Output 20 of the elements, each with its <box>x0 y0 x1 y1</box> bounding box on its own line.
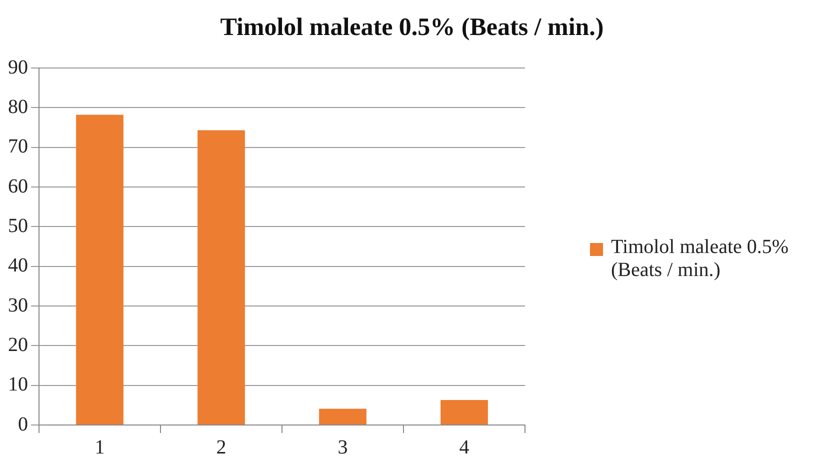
y-tick-label: 50 <box>8 214 28 237</box>
y-tick-label: 90 <box>8 56 28 78</box>
y-tick-label: 30 <box>8 294 28 316</box>
legend-label: Timolol maleate 0.5% (Beats / min.) <box>611 236 790 282</box>
y-tick-label: 10 <box>8 374 28 396</box>
y-tick-label: 40 <box>8 254 28 277</box>
bar <box>198 130 245 424</box>
bar <box>76 114 124 424</box>
x-tick-label: 4 <box>459 436 470 458</box>
y-tick-label: 60 <box>8 175 28 198</box>
bar <box>440 400 488 424</box>
y-tick-label: 80 <box>8 96 28 118</box>
chart-title: Timolol maleate 0.5% (Beats / min.) <box>219 14 605 42</box>
y-tick-label: 20 <box>8 334 28 356</box>
x-tick-label: 2 <box>216 436 226 458</box>
y-tick-label: 70 <box>8 136 28 158</box>
y-tick-label: 0 <box>18 413 28 436</box>
x-tick-label: 1 <box>94 436 105 458</box>
x-tick-label: 3 <box>338 436 348 458</box>
bar <box>319 408 366 424</box>
